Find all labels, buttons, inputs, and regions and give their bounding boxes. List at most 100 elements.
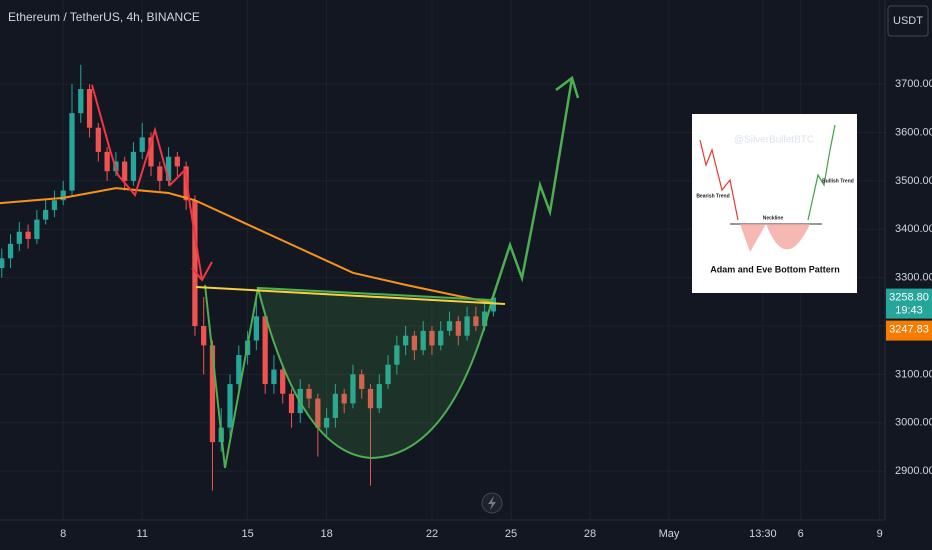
candle-body — [69, 113, 75, 191]
candle-body — [341, 393, 347, 404]
candle-body — [0, 258, 5, 268]
x-tick-label: 9 — [877, 528, 883, 540]
inset-caption: Adam and Eve Bottom Pattern — [710, 264, 840, 274]
candle-body — [16, 231, 22, 244]
x-tick-label: 25 — [505, 528, 517, 540]
x-tick-label: 28 — [584, 528, 596, 540]
currency: USDT — [893, 15, 923, 27]
y-tick-label: 3500.00 — [895, 175, 932, 187]
adam-leg — [204, 284, 259, 469]
candle-body — [350, 374, 356, 404]
candle-body — [288, 393, 295, 414]
candle-body — [157, 166, 163, 181]
y-tick-label: 3100.00 — [895, 368, 932, 380]
neckline — [195, 286, 506, 305]
candle-body — [43, 209, 49, 220]
candle-body — [60, 190, 66, 201]
inset-bottoms — [740, 224, 810, 252]
candle-body — [78, 89, 84, 114]
candle-body — [262, 316, 268, 385]
y-tick-label: 3600.00 — [895, 126, 932, 138]
candle-body — [280, 369, 286, 394]
candle-body — [464, 316, 470, 336]
candle-body — [420, 330, 426, 351]
candle-body — [367, 388, 374, 409]
x-tick-label: 6 — [798, 528, 804, 540]
candle-body — [139, 137, 145, 152]
candle-body — [34, 219, 40, 239]
candle-body — [332, 393, 339, 418]
candle-body — [227, 384, 233, 428]
candle-body — [411, 335, 418, 351]
inset-bullish: Bullish Trend — [822, 178, 854, 184]
candle-body — [490, 297, 497, 312]
price-label-box — [886, 288, 932, 319]
candle-body — [385, 364, 391, 385]
x-tick-label: May — [659, 528, 680, 540]
candle-body — [25, 231, 31, 239]
candle-body — [209, 345, 216, 443]
inset-watermark: @SilverBulletBTC — [734, 135, 814, 146]
candle-body — [165, 156, 172, 181]
candle-body — [253, 316, 259, 341]
bearish-arrowhead — [191, 261, 213, 282]
annotations — [91, 75, 580, 469]
candle-body — [402, 335, 409, 346]
x-tick-label: 8 — [60, 528, 66, 540]
candle-body — [473, 316, 479, 327]
y-tick-label: 2900.00 — [895, 465, 932, 477]
cup — [256, 286, 494, 460]
price-label: 3258.80 — [889, 291, 929, 303]
x-tick-label: 11 — [137, 528, 148, 540]
candle-body — [394, 345, 400, 365]
grid — [0, 0, 885, 520]
candle-body — [148, 137, 154, 167]
bullish-path — [490, 77, 574, 301]
x-tick-label: 15 — [241, 528, 253, 540]
inset-neckline-label: Neckline — [763, 215, 784, 221]
candle-body — [122, 161, 128, 181]
inset: @SilverBulletBTC Bearish Trend Neckline … — [692, 114, 857, 293]
currency-button[interactable] — [887, 5, 929, 37]
candle-body — [323, 417, 330, 428]
candle-body — [455, 321, 461, 336]
x-tick-label: 22 — [426, 528, 438, 540]
candle-body — [192, 200, 198, 327]
candle-body — [482, 311, 488, 327]
price-label-box — [886, 320, 932, 341]
candles — [0, 64, 497, 491]
candle-body — [236, 355, 242, 385]
bolt — [488, 496, 496, 510]
inset-bull-line — [807, 124, 836, 221]
inset-panel — [692, 114, 857, 293]
candle-body — [104, 151, 110, 172]
bearish-path — [91, 84, 203, 281]
candle-body — [446, 321, 453, 331]
candle-body — [306, 388, 312, 399]
y-tick-label: 3000.00 — [895, 417, 932, 429]
x-tick-label: 13:30 — [749, 528, 777, 540]
candle-body — [95, 127, 101, 152]
candle-body — [201, 326, 207, 346]
candle-body — [7, 243, 14, 259]
x-tick-label: 18 — [320, 528, 332, 540]
candle-body — [271, 369, 277, 385]
inset-bear-line — [699, 139, 739, 221]
candle-body — [174, 156, 180, 167]
candle-body — [315, 398, 321, 428]
candle-body — [130, 151, 137, 181]
countdown: 19:43 — [895, 304, 923, 316]
moving-average — [0, 187, 494, 304]
candle-body — [51, 200, 58, 210]
y-tick-label: 3700.00 — [895, 78, 932, 90]
bullish-arrowhead — [555, 75, 580, 99]
y-tick-label: 3300.00 — [895, 272, 932, 284]
candle-body — [359, 374, 365, 389]
y-tick-label: 3400.00 — [895, 223, 932, 235]
candle-body — [438, 330, 444, 346]
inset-bearish: Bearish Trend — [696, 193, 729, 199]
candle-body — [376, 384, 382, 409]
symbol-title: Ethereum / TetherUS, 4h, BINANCE — [8, 10, 200, 24]
